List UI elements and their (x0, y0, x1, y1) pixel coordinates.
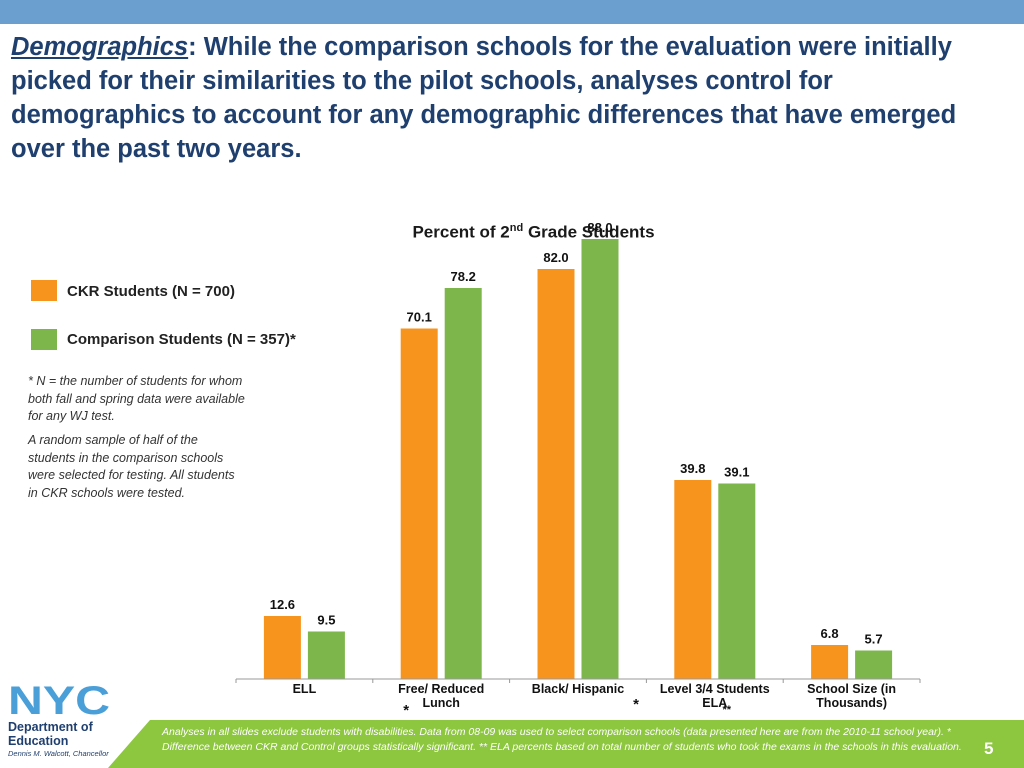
footer-note: Analyses in all slides exclude students … (162, 726, 962, 753)
logo-department: Department of Education (8, 720, 93, 748)
nyc-wordmark: NYC (8, 682, 110, 718)
legend-label-ckr: CKR Students (N = 700) (67, 283, 235, 300)
bar-series1-4 (674, 480, 712, 679)
bar-series2-4 (718, 483, 756, 679)
data-label-series2-1: 9.5 (317, 613, 335, 628)
legend-swatch-comparison (31, 329, 57, 350)
chart-title-tail: Grade Students (523, 222, 655, 242)
top-accent-bar (0, 0, 1024, 24)
page-number: 5 (984, 739, 994, 758)
chart-title: Percent of 2nd Grade Students (300, 222, 767, 243)
legend-swatch-ckr (31, 280, 57, 301)
bar-series2-3 (581, 239, 619, 679)
bar-series1-1 (263, 616, 301, 679)
data-label-series2-4: 39.1 (724, 465, 749, 480)
bar-series1-3 (537, 269, 575, 679)
data-label-series2-3: 88.0 (587, 220, 612, 235)
logo-chancellor: Dennis M. Walcott, Chancellor (8, 749, 109, 758)
footer-band (108, 720, 1024, 768)
legend-label-comparison: Comparison Students (N = 357)* (67, 331, 296, 348)
category-label-2-line2: Lunch (422, 696, 460, 710)
data-label-series1-2: 70.1 (407, 310, 432, 325)
data-label-series1-1: 12.6 (270, 597, 295, 612)
data-label-series1-3: 82.0 (543, 250, 568, 265)
bar-series2-1 (307, 631, 345, 679)
category-label-1: ELL (293, 682, 317, 696)
nyc-logo: NYC (8, 682, 110, 718)
note-n-definition: * N = the number of students for whom bo… (28, 374, 245, 423)
data-label-series2-2: 78.2 (451, 269, 476, 284)
data-label-series1-5: 6.8 (821, 626, 839, 641)
bar-series1-5 (811, 645, 849, 679)
category-label-4-line2: ELA (702, 696, 727, 710)
category-label-2-line1: Free/ Reduced (398, 682, 484, 696)
data-label-series1-4: 39.8 (680, 461, 705, 476)
bar-series1-2 (400, 328, 438, 679)
slide-headline: Demographics: While the comparison schoo… (11, 30, 1011, 166)
significance-marker-2: * (403, 702, 409, 719)
note-sampling: A random sample of half of the students … (28, 433, 235, 500)
chart-title-superscript: nd (509, 222, 524, 234)
category-label-5-line1: School Size (in (807, 682, 896, 696)
significance-marker-3: * (633, 696, 639, 713)
category-label-3: Black/ Hispanic (532, 682, 624, 696)
category-label-5-line2: Thousands) (816, 696, 887, 710)
headline-body: : While the comparison schools for the e… (11, 33, 957, 163)
significance-marker-4: ** (723, 704, 732, 716)
data-label-series2-5: 5.7 (865, 632, 883, 647)
category-label-4-line1: Level 3/4 Students (660, 682, 770, 696)
bar-series2-5 (855, 650, 893, 679)
headline-lead: Demographics (11, 33, 189, 61)
chart-title-main: Percent of 2 (412, 222, 510, 242)
bar-series2-2 (444, 288, 482, 679)
